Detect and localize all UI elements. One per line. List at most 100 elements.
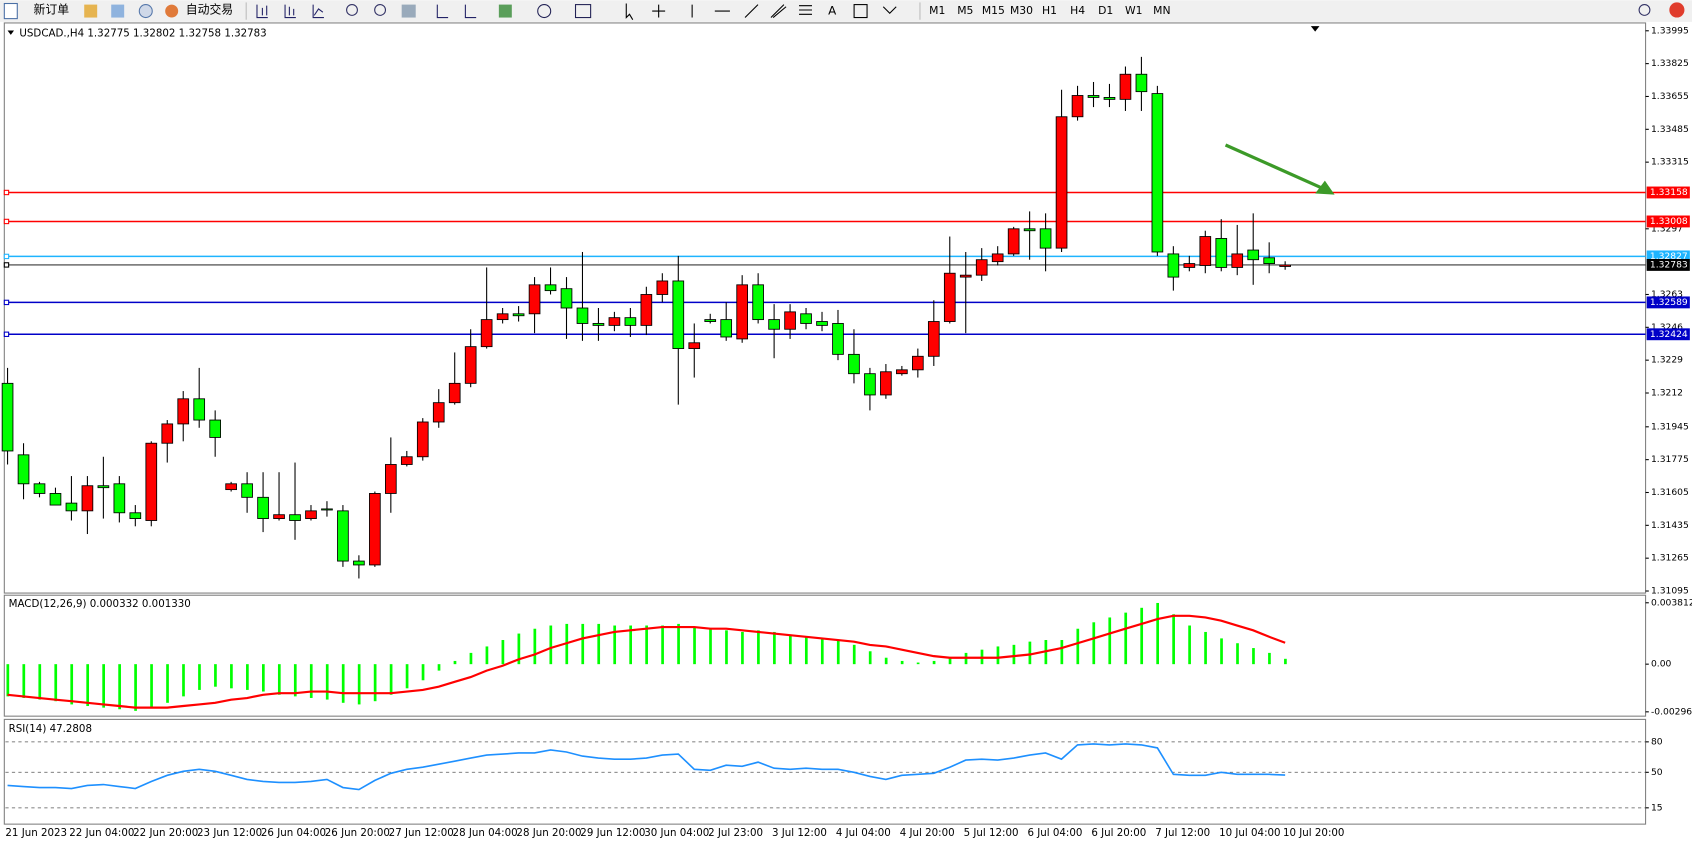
macd-bar bbox=[389, 664, 393, 695]
timeframe-button[interactable]: M5 bbox=[957, 4, 973, 17]
macd-bar bbox=[900, 660, 904, 665]
fibo-icon[interactable] bbox=[799, 5, 812, 15]
timeframe-button[interactable]: D1 bbox=[1098, 4, 1113, 17]
candle-body bbox=[385, 464, 397, 494]
candle-body bbox=[544, 284, 557, 292]
candle-body bbox=[257, 496, 269, 520]
candle-body bbox=[1055, 116, 1068, 249]
line-marker bbox=[3, 218, 10, 225]
arrows-tool[interactable] bbox=[882, 6, 897, 14]
macd-bar bbox=[1268, 652, 1271, 665]
candle-body bbox=[496, 313, 509, 321]
notification-badge[interactable] bbox=[1669, 2, 1685, 18]
line-marker bbox=[3, 189, 10, 196]
x-tick-label: 27 Jun 12:00 bbox=[389, 827, 454, 839]
macd-bar bbox=[102, 664, 105, 708]
candle-body bbox=[560, 288, 573, 309]
macd-bar bbox=[1204, 631, 1207, 665]
candle-body bbox=[943, 272, 956, 322]
candle-body bbox=[273, 514, 285, 520]
crosshair-icon[interactable] bbox=[652, 4, 666, 18]
timeframe-button[interactable]: M30 bbox=[1010, 4, 1033, 17]
zoom-in-icon[interactable] bbox=[346, 4, 358, 16]
templates-icon[interactable] bbox=[574, 4, 592, 19]
macd-bar bbox=[852, 644, 856, 665]
x-tick-label: 28 Jun 04:00 bbox=[453, 827, 518, 839]
timeframe-button[interactable]: MN bbox=[1153, 4, 1170, 17]
timeframe-button[interactable]: H4 bbox=[1070, 4, 1085, 17]
macd-bar bbox=[453, 660, 457, 665]
scroll-icon[interactable] bbox=[436, 4, 449, 19]
line-marker bbox=[3, 331, 10, 337]
timeframe-button[interactable]: M1 bbox=[929, 4, 945, 17]
candle-body bbox=[1167, 253, 1180, 278]
candle-body bbox=[129, 512, 142, 520]
y-tick-label: 1.31605 bbox=[1651, 487, 1689, 498]
channel-icon[interactable] bbox=[770, 4, 787, 18]
cursor-icon[interactable] bbox=[625, 3, 634, 20]
price-label: 1.32827 bbox=[1650, 251, 1688, 262]
new-order-button[interactable]: 新订单 bbox=[33, 2, 69, 16]
macd-bar bbox=[629, 625, 633, 665]
drawing-tools[interactable] bbox=[691, 4, 759, 18]
y-tick-label: 15 bbox=[1651, 802, 1663, 813]
text-tool[interactable]: A bbox=[828, 4, 837, 18]
candle-body bbox=[864, 373, 876, 396]
timeframe-button[interactable]: H1 bbox=[1042, 4, 1057, 17]
x-tick-label: 26 Jun 04:00 bbox=[261, 827, 326, 839]
toolbar-icon[interactable] bbox=[138, 4, 153, 19]
line-icon[interactable] bbox=[312, 4, 324, 19]
candle-body bbox=[1279, 264, 1291, 267]
bar-chart-icon[interactable] bbox=[256, 4, 268, 19]
candle-icon[interactable] bbox=[284, 4, 296, 19]
y-tick-label: 1.33995 bbox=[1651, 25, 1689, 36]
x-tick-label: 4 Jul 04:00 bbox=[836, 827, 891, 839]
macd-bar bbox=[884, 657, 888, 665]
tile-icon[interactable] bbox=[401, 4, 416, 18]
new-order-icon[interactable] bbox=[3, 2, 18, 20]
candle-body bbox=[289, 514, 301, 521]
candle-body bbox=[1, 382, 14, 452]
shift-icon[interactable] bbox=[464, 4, 477, 19]
zoom-out-icon[interactable] bbox=[374, 4, 387, 16]
y-tick-label: 0.00 bbox=[1651, 659, 1672, 670]
x-tick-label: 6 Jul 04:00 bbox=[1027, 827, 1082, 839]
macd-bar bbox=[1188, 625, 1191, 665]
timeframe-button[interactable]: W1 bbox=[1125, 4, 1143, 17]
x-tick-label: 22 Jun 20:00 bbox=[133, 827, 198, 839]
label-tool[interactable] bbox=[853, 4, 868, 19]
indicators-icon[interactable] bbox=[498, 4, 512, 18]
toolbar-icon[interactable] bbox=[84, 4, 98, 18]
macd-bar bbox=[230, 664, 233, 689]
macd-bar bbox=[613, 625, 617, 665]
macd-bar bbox=[820, 638, 824, 665]
x-tick-label: 26 Jun 20:00 bbox=[325, 827, 390, 839]
toolbar-icon[interactable] bbox=[111, 4, 125, 18]
candle-body bbox=[1151, 93, 1164, 253]
candle-body bbox=[209, 419, 221, 438]
y-tick-label: 1.33655 bbox=[1651, 91, 1689, 102]
macd-bar bbox=[868, 651, 872, 665]
candle-body bbox=[1007, 228, 1020, 255]
candle-body bbox=[1215, 238, 1228, 268]
candle-body bbox=[1087, 95, 1100, 98]
macd-bar bbox=[70, 664, 74, 705]
periods-icon[interactable] bbox=[537, 4, 552, 19]
x-tick-label: 22 Jun 04:00 bbox=[69, 827, 134, 839]
macd-bar bbox=[741, 631, 744, 665]
candle-body bbox=[448, 382, 461, 404]
price-label: 1.33158 bbox=[1650, 187, 1688, 198]
macd-bar bbox=[804, 636, 808, 665]
auto-trading-icon[interactable] bbox=[165, 4, 179, 18]
search-icon[interactable] bbox=[1638, 4, 1651, 16]
y-tick-label: -0.002961 bbox=[1651, 706, 1692, 717]
macd-bar bbox=[1028, 641, 1032, 665]
timeframe-button[interactable]: M15 bbox=[982, 4, 1005, 17]
auto-trading-button[interactable]: 自动交易 bbox=[186, 2, 233, 16]
macd-bar bbox=[150, 664, 153, 708]
candle-body bbox=[161, 423, 174, 444]
main-chart-frame bbox=[3, 22, 1647, 594]
price-label: 1.32424 bbox=[1650, 329, 1688, 340]
